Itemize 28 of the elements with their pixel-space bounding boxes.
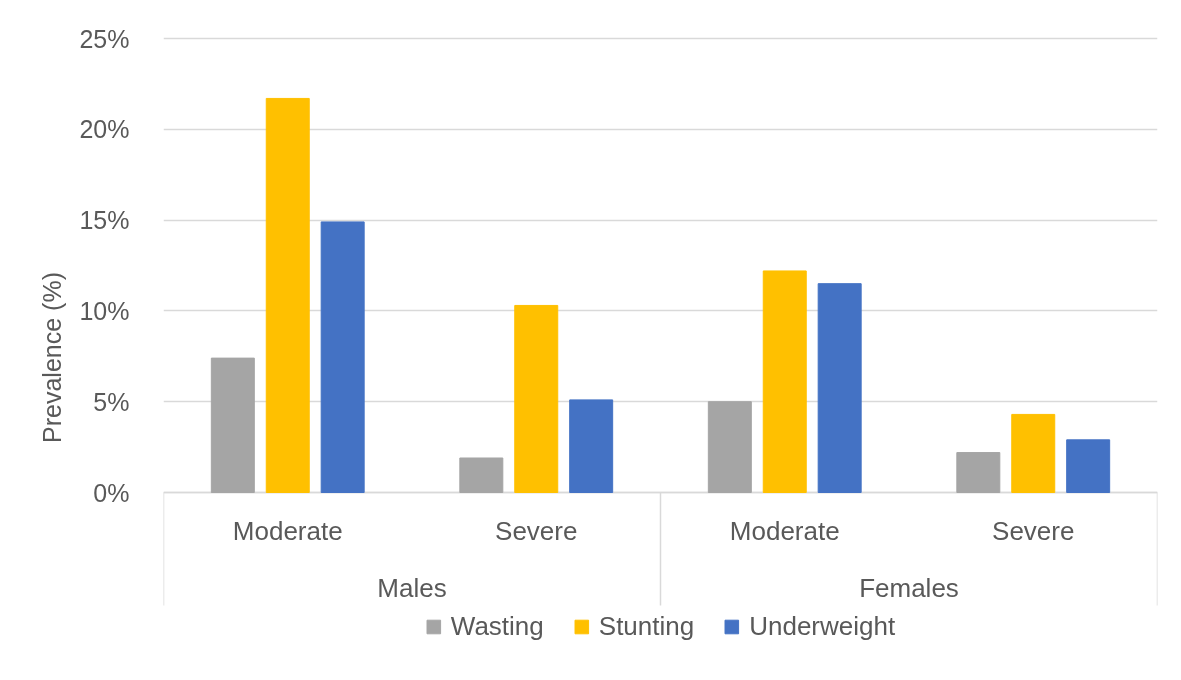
legend-label: Underweight (749, 611, 896, 642)
bar (1066, 439, 1111, 493)
bar (320, 221, 365, 493)
x-tick-label: Moderate (729, 515, 840, 546)
y-tick-label: 10% (79, 296, 130, 325)
legend-label: Stunting (598, 611, 695, 642)
y-tick-label: 25% (79, 24, 130, 53)
legend-label: Wasting (450, 611, 544, 642)
bar (817, 283, 862, 493)
y-tick-label: 5% (93, 387, 130, 416)
bar (1011, 413, 1056, 493)
bar (265, 97, 310, 493)
x-tick-label: Severe (992, 515, 1075, 546)
bar (569, 399, 614, 493)
y-tick-label: 15% (79, 206, 130, 235)
text: Males (377, 572, 447, 603)
bar (210, 357, 255, 493)
bar (956, 452, 1001, 493)
text: Females (859, 572, 959, 603)
x-tick-label: Moderate (232, 515, 343, 546)
bar (762, 270, 807, 493)
y-tick-label: 0% (93, 478, 130, 507)
bar (514, 304, 559, 493)
y-axis-title: Prevalence (%) (38, 272, 67, 443)
bar (707, 401, 752, 493)
x-tick-label: Severe (495, 515, 578, 546)
bar (459, 457, 504, 493)
y-tick-label: 20% (79, 115, 130, 144)
